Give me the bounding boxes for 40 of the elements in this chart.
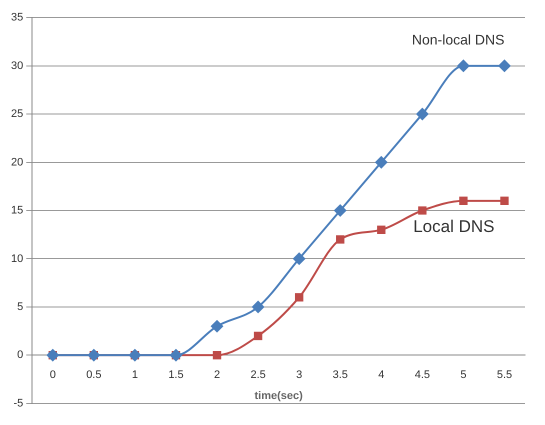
y-tick-label: 5 [17,300,24,313]
y-tick-label: 0 [17,349,24,362]
x-tick-label: 4 [378,368,384,381]
point [252,300,264,313]
y-tick-label: 10 [10,252,24,265]
y-tick-label: 30 [10,60,24,72]
y-tick-label: 15 [10,204,24,217]
series-label: Non-local DNS [412,32,504,48]
x-tick-label: 3 [296,368,302,381]
point [293,252,306,265]
point [375,156,388,168]
point [294,293,304,302]
point [416,108,428,120]
series-label: Local DNS [413,217,494,236]
point [457,60,470,72]
x-tick-label: 4.5 [414,368,430,381]
x-tick-label: 3.5 [332,368,348,381]
y-tick-label: 20 [10,156,24,168]
point [377,226,386,234]
x-tick-label: 1.5 [168,368,184,381]
x-tick-label: 0 [50,368,56,381]
x-tick-label: 0.5 [86,368,102,381]
x-tick-label: 5 [460,368,466,381]
point [212,350,222,360]
x-tick-label: 5.5 [496,368,512,381]
point [418,206,427,215]
point [336,235,344,244]
point [498,60,510,72]
point [254,332,262,340]
point [500,196,509,206]
x-tick-label: 2 [214,368,220,381]
point [211,320,224,332]
point [459,196,468,206]
point [334,204,346,216]
y-tick-label: 35 [10,12,24,24]
y-tick-label: -5 [13,397,24,410]
x-tick-label: 2.5 [250,368,266,381]
x-axis-title: time(sec) [254,390,304,402]
x-tick-label: 1 [132,368,138,381]
y-tick-label: 25 [10,108,24,120]
